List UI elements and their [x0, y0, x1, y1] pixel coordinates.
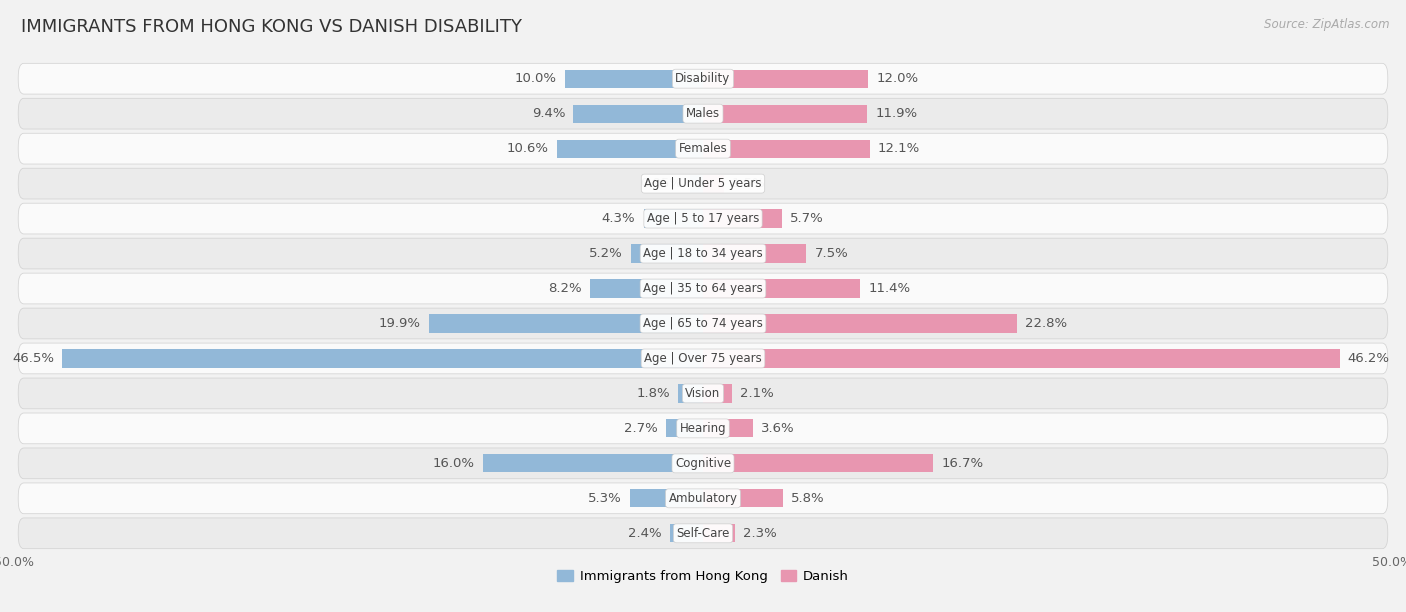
Text: 7.5%: 7.5%	[814, 247, 848, 260]
Bar	[703, 524, 735, 542]
Text: Disability: Disability	[675, 72, 731, 85]
Bar	[703, 489, 783, 507]
Text: 22.8%: 22.8%	[1025, 317, 1067, 330]
Text: 5.8%: 5.8%	[792, 492, 825, 505]
Bar	[482, 454, 703, 472]
Text: Age | 5 to 17 years: Age | 5 to 17 years	[647, 212, 759, 225]
FancyBboxPatch shape	[18, 168, 1388, 199]
Bar	[703, 244, 807, 263]
Text: 2.4%: 2.4%	[628, 527, 662, 540]
Bar	[631, 244, 703, 263]
Text: IMMIGRANTS FROM HONG KONG VS DANISH DISABILITY: IMMIGRANTS FROM HONG KONG VS DANISH DISA…	[21, 18, 522, 36]
FancyBboxPatch shape	[18, 483, 1388, 513]
Legend: Immigrants from Hong Kong, Danish: Immigrants from Hong Kong, Danish	[551, 565, 855, 588]
Text: 5.2%: 5.2%	[589, 247, 623, 260]
Text: Vision: Vision	[685, 387, 721, 400]
Text: 10.0%: 10.0%	[515, 72, 557, 85]
Text: 16.7%: 16.7%	[942, 457, 984, 470]
Text: 2.3%: 2.3%	[742, 527, 776, 540]
Text: 0.95%: 0.95%	[640, 177, 682, 190]
Text: Cognitive: Cognitive	[675, 457, 731, 470]
Bar	[703, 70, 869, 88]
FancyBboxPatch shape	[18, 378, 1388, 409]
Bar	[690, 174, 703, 193]
Text: 3.6%: 3.6%	[761, 422, 794, 435]
Bar	[703, 454, 934, 472]
Bar	[703, 384, 733, 403]
Bar	[703, 209, 782, 228]
Bar	[703, 349, 1340, 368]
Text: Source: ZipAtlas.com: Source: ZipAtlas.com	[1264, 18, 1389, 31]
FancyBboxPatch shape	[18, 99, 1388, 129]
Bar	[666, 419, 703, 438]
FancyBboxPatch shape	[18, 448, 1388, 479]
Text: 8.2%: 8.2%	[548, 282, 582, 295]
FancyBboxPatch shape	[18, 203, 1388, 234]
Text: 46.2%: 46.2%	[1348, 352, 1391, 365]
Text: 2.1%: 2.1%	[740, 387, 773, 400]
FancyBboxPatch shape	[18, 518, 1388, 549]
Bar	[429, 315, 703, 332]
Text: Hearing: Hearing	[679, 422, 727, 435]
Bar	[703, 315, 1017, 332]
Text: Age | 35 to 64 years: Age | 35 to 64 years	[643, 282, 763, 295]
FancyBboxPatch shape	[18, 63, 1388, 94]
FancyBboxPatch shape	[18, 413, 1388, 444]
Text: 46.5%: 46.5%	[13, 352, 53, 365]
Bar	[62, 349, 703, 368]
Bar	[678, 384, 703, 403]
Text: 5.3%: 5.3%	[588, 492, 621, 505]
Bar	[703, 419, 752, 438]
Bar	[565, 70, 703, 88]
Text: 12.1%: 12.1%	[877, 142, 921, 155]
Bar	[703, 174, 724, 193]
Bar	[669, 524, 703, 542]
Bar	[703, 280, 860, 297]
FancyBboxPatch shape	[18, 133, 1388, 164]
Text: 11.9%: 11.9%	[875, 107, 917, 120]
Text: 5.7%: 5.7%	[790, 212, 824, 225]
Text: 4.3%: 4.3%	[602, 212, 636, 225]
FancyBboxPatch shape	[18, 273, 1388, 304]
Text: 2.7%: 2.7%	[624, 422, 658, 435]
Bar	[591, 280, 703, 297]
Bar	[703, 105, 868, 123]
Bar	[557, 140, 703, 158]
Text: Males: Males	[686, 107, 720, 120]
Text: Age | Under 5 years: Age | Under 5 years	[644, 177, 762, 190]
Text: Self-Care: Self-Care	[676, 527, 730, 540]
Text: 16.0%: 16.0%	[432, 457, 474, 470]
Text: 10.6%: 10.6%	[506, 142, 548, 155]
FancyBboxPatch shape	[18, 308, 1388, 339]
Text: 19.9%: 19.9%	[378, 317, 420, 330]
Bar	[630, 489, 703, 507]
Text: Females: Females	[679, 142, 727, 155]
Text: Age | 65 to 74 years: Age | 65 to 74 years	[643, 317, 763, 330]
FancyBboxPatch shape	[18, 343, 1388, 374]
Text: 12.0%: 12.0%	[876, 72, 918, 85]
Bar	[644, 209, 703, 228]
Text: Ambulatory: Ambulatory	[668, 492, 738, 505]
Text: Age | 18 to 34 years: Age | 18 to 34 years	[643, 247, 763, 260]
Text: 1.8%: 1.8%	[637, 387, 669, 400]
Bar	[703, 140, 870, 158]
Text: 9.4%: 9.4%	[531, 107, 565, 120]
Bar	[574, 105, 703, 123]
Text: 11.4%: 11.4%	[869, 282, 911, 295]
FancyBboxPatch shape	[18, 238, 1388, 269]
Text: 1.5%: 1.5%	[733, 177, 766, 190]
Text: Age | Over 75 years: Age | Over 75 years	[644, 352, 762, 365]
